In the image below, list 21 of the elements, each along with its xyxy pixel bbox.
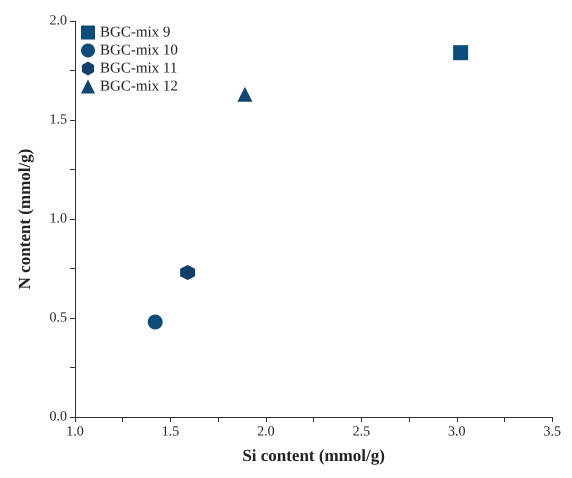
y-tick-label: 1.0 bbox=[50, 212, 67, 226]
x-tick-label: 1.0 bbox=[66, 424, 84, 440]
legend-label: BGC-mix 12 bbox=[100, 78, 178, 94]
x-tick-label: 1.5 bbox=[162, 424, 180, 440]
x-axis-title: Si content (mmol/g) bbox=[242, 446, 385, 465]
x-tick-label: 2.5 bbox=[352, 424, 370, 440]
point bbox=[148, 314, 163, 330]
legend-label: BGC-mix 10 bbox=[100, 42, 178, 58]
point bbox=[237, 86, 252, 102]
legend-label: BGC-mix 9 bbox=[100, 24, 170, 40]
point bbox=[453, 45, 468, 60]
y-tick-label: 1.5 bbox=[50, 112, 67, 128]
y-tick-label: 2.0 bbox=[50, 14, 67, 28]
y-tick-label: 0.0 bbox=[50, 410, 67, 424]
x-tick-label: 3.0 bbox=[448, 424, 466, 440]
x-tick-label: 2.0 bbox=[257, 424, 275, 440]
legend-label: BGC-mix 11 bbox=[100, 60, 178, 76]
point bbox=[180, 264, 196, 280]
y-tick-label: 0.5 bbox=[50, 310, 67, 326]
x-tick-label: 3.5 bbox=[544, 424, 561, 440]
y-axis-title: N content (mmol/g) bbox=[15, 148, 34, 290]
